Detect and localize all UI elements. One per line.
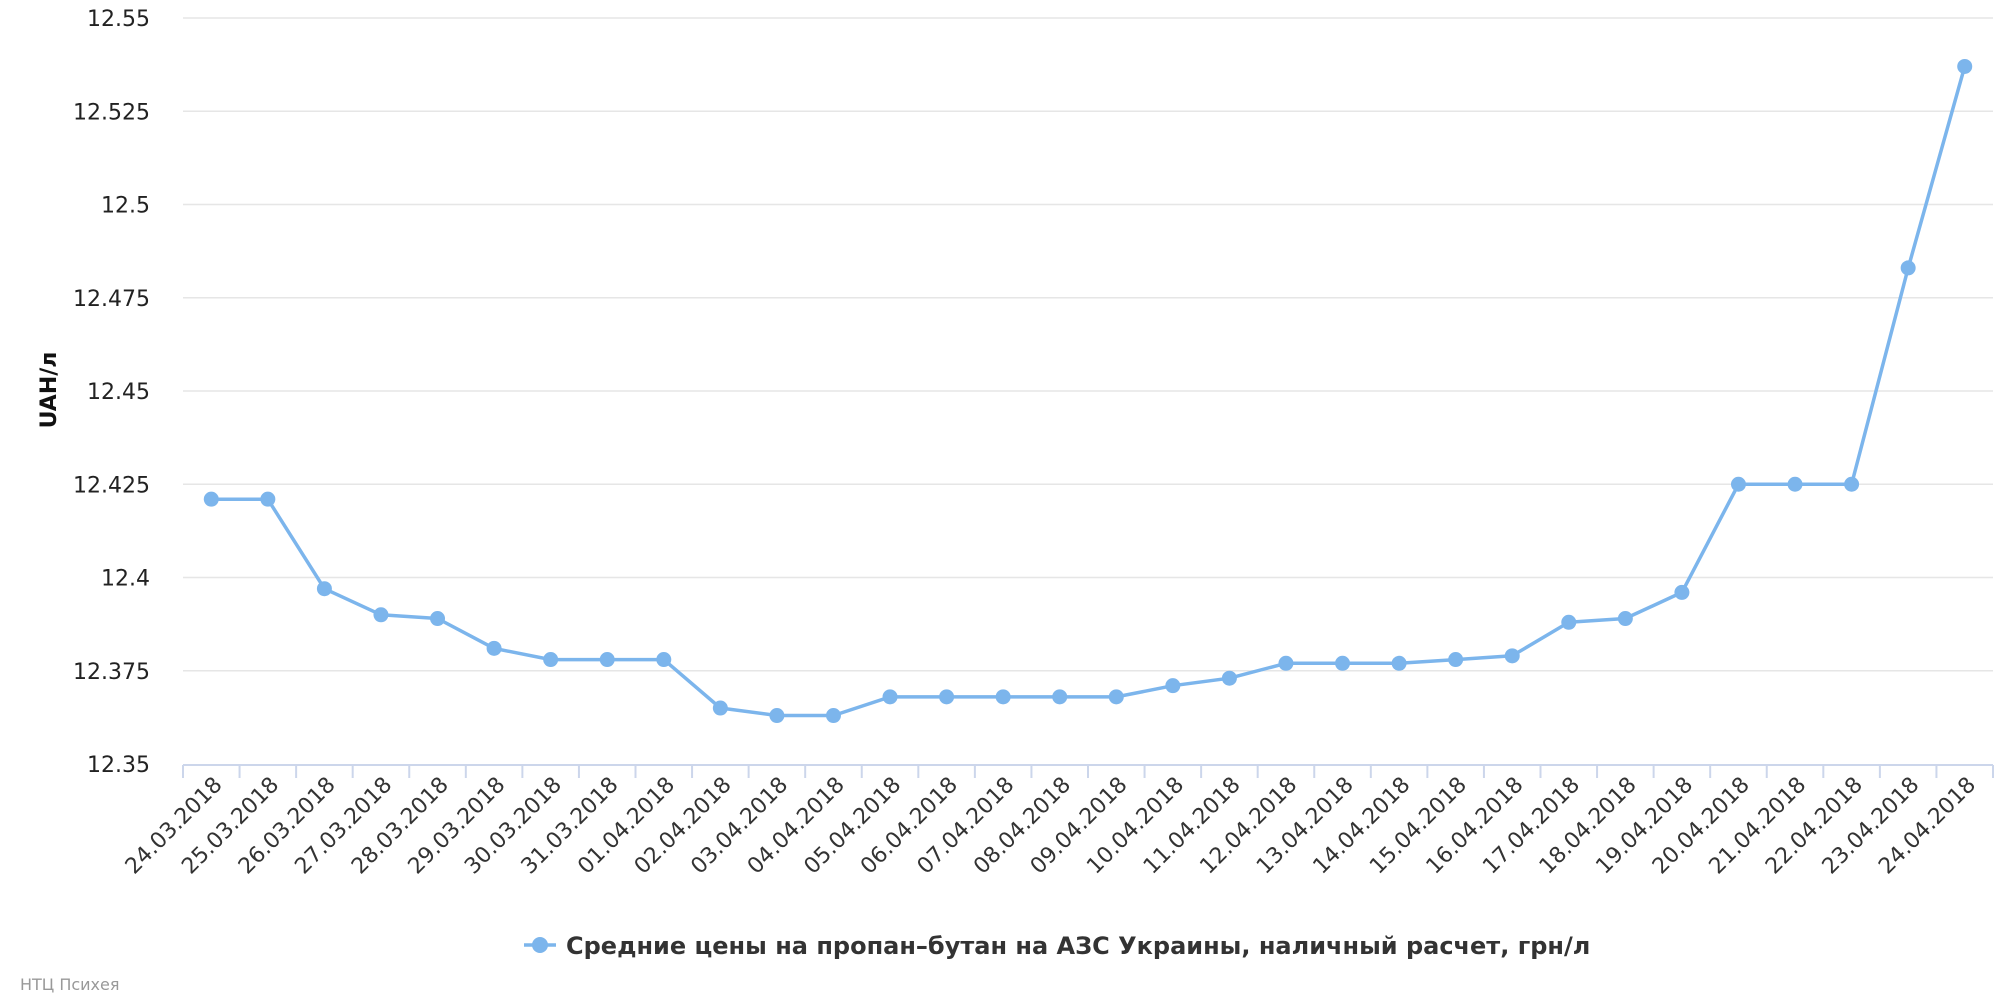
data-point[interactable] [373,607,389,623]
y-tick-label: 12.4 [101,567,150,592]
series-line [211,66,1967,718]
data-point[interactable] [1957,58,1973,74]
credit-label[interactable]: НТЦ Психея [20,975,120,994]
data-point[interactable] [1165,678,1181,694]
data-point[interactable] [1561,614,1577,630]
data-point[interactable] [1504,648,1520,664]
y-axis-ticks: 12.35 12.375 12.4 12.425 12.45 12.475 12.5 12.5… [73,7,150,778]
data-point[interactable] [1448,652,1464,668]
x-axis-ticks: 24.03.201825.03.201826.03.201827.03.2018… [121,773,1981,880]
data-point[interactable] [1391,655,1407,671]
data-point[interactable] [1108,689,1124,705]
y-tick-label: 12.425 [73,473,150,498]
data-point[interactable] [1900,260,1916,276]
gridlines [183,17,1993,672]
data-point[interactable] [939,689,955,705]
data-point[interactable] [769,708,785,724]
data-point[interactable] [543,652,559,668]
legend-marker [532,937,548,953]
x-tick-label: 24.03.2018 [121,773,228,880]
data-point[interactable] [1335,655,1351,671]
data-point[interactable] [486,640,502,656]
data-point[interactable] [1278,655,1294,671]
data-point[interactable] [1617,611,1633,627]
y-tick-label: 12.55 [87,7,150,32]
data-point[interactable] [1730,476,1746,492]
data-point[interactable] [1674,584,1690,600]
data-point[interactable] [1052,689,1068,705]
data-point[interactable] [430,611,446,627]
legend-label[interactable]: Средние цены на пропан–бутан на АЗС Укра… [566,932,1590,960]
x-axis [182,764,1994,778]
legend[interactable]: Средние цены на пропан–бутан на АЗС Укра… [524,932,1590,960]
data-point[interactable] [712,700,728,716]
data-point[interactable] [1221,670,1237,686]
y-tick-label: 12.35 [87,753,150,778]
y-tick-label: 12.375 [73,660,150,685]
data-point[interactable] [203,491,219,507]
data-point[interactable] [995,689,1011,705]
data-point[interactable] [260,491,276,507]
data-point[interactable] [656,652,672,668]
y-tick-label: 12.475 [73,287,150,312]
series-group [203,58,1973,724]
y-axis-label: UAH/л [37,352,62,429]
y-tick-label: 12.525 [73,100,150,125]
y-tick-label: 12.45 [87,380,150,405]
data-point[interactable] [316,581,332,597]
data-point[interactable] [882,689,898,705]
data-point[interactable] [1844,476,1860,492]
data-point[interactable] [599,652,615,668]
data-point[interactable] [825,708,841,724]
y-tick-label: 12.5 [101,194,150,219]
data-point[interactable] [1787,476,1803,492]
